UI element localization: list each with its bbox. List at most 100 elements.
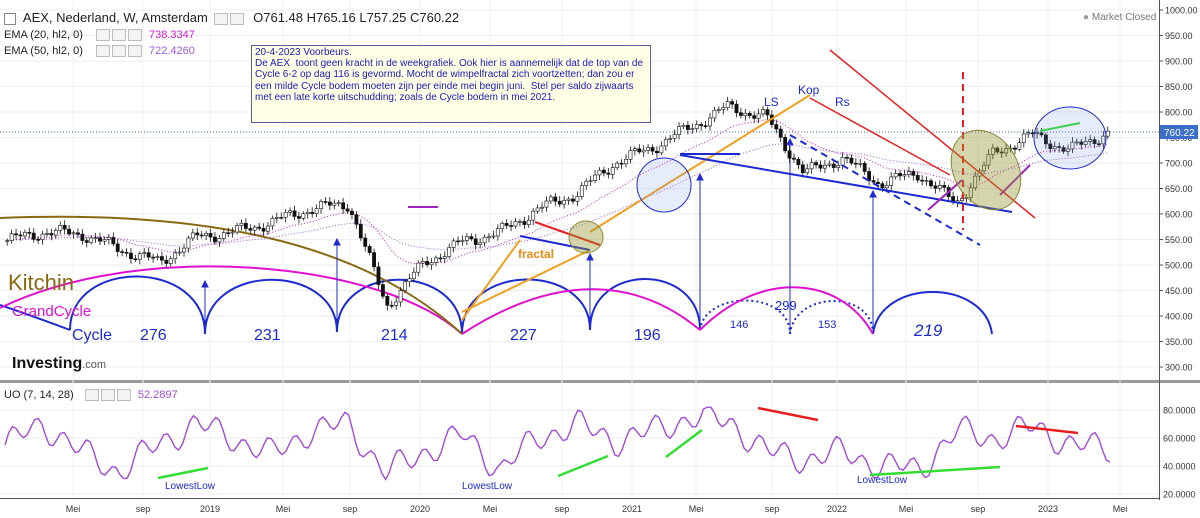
collapse-icon[interactable] <box>4 12 16 25</box>
red-channel-upper <box>829 49 1036 219</box>
candle-body <box>155 256 160 258</box>
candle-body <box>438 257 443 260</box>
candle-body <box>805 168 810 174</box>
candle-body <box>743 112 748 116</box>
candle-body <box>447 247 452 257</box>
candle-body <box>526 219 531 225</box>
candle-body <box>853 162 858 165</box>
candle-body <box>747 112 752 116</box>
candle-body <box>495 228 500 237</box>
candle-body <box>36 239 41 241</box>
candle-body <box>681 124 686 127</box>
candle-body <box>822 164 827 169</box>
time-axis: Mei sep 2019 Mei sep 2020 Mei sep 2021 Mei sep 2022… <box>66 504 1128 514</box>
uo-panel[interactable] <box>0 384 1159 498</box>
candle-body <box>509 225 514 227</box>
candle-body <box>1026 132 1031 135</box>
candle-body <box>531 210 536 221</box>
candle-body <box>319 201 323 210</box>
grandcycle-arc <box>0 265 463 335</box>
candle-body <box>261 228 266 232</box>
arrow-head <box>333 237 341 246</box>
settings-icon[interactable] <box>213 12 228 25</box>
candle-body <box>354 214 359 225</box>
settings-icon[interactable] <box>111 45 126 58</box>
close-icon[interactable] <box>127 29 142 42</box>
candle-body <box>646 147 651 151</box>
ema20-legend[interactable]: EMA (20, hl2, 0) 738.3347 <box>4 29 195 42</box>
red-channel-lower <box>809 97 951 176</box>
time-tick-label: sep <box>555 504 570 514</box>
cycle-bottom-arrows <box>201 137 877 332</box>
candle-body <box>49 233 54 236</box>
cycle-arc <box>204 278 338 335</box>
price-tick-label: 550.00 <box>1165 235 1193 245</box>
candle-body <box>363 237 368 247</box>
candle-body <box>1070 141 1075 150</box>
uo-green-line <box>157 466 209 480</box>
close-icon[interactable] <box>229 12 244 25</box>
note-text: 20-4-2023 Voorbeurs. De AEX toont geen k… <box>255 47 644 103</box>
market-status: ● Market Closed <box>1083 12 1156 23</box>
candle-body <box>173 252 178 260</box>
candle-body <box>924 180 929 182</box>
settings-icon[interactable] <box>100 389 115 402</box>
eye-icon[interactable] <box>95 45 110 58</box>
candle-body <box>67 228 72 235</box>
candle-body <box>619 162 624 165</box>
orange-trendline <box>589 94 811 233</box>
candle-body <box>111 237 116 245</box>
time-tick-label: sep <box>765 504 780 514</box>
candle-body <box>610 167 615 175</box>
candle-body <box>840 156 845 166</box>
time-tick-label: Mei <box>689 504 704 514</box>
candle-body <box>411 271 416 280</box>
candle-body <box>323 201 328 203</box>
purple-uptrend <box>999 164 1031 196</box>
time-tick-label: 2021 <box>622 504 642 514</box>
candle-body <box>217 238 222 243</box>
ema20-line <box>7 119 1108 264</box>
candle-body <box>434 257 438 263</box>
cycle-arc <box>336 278 463 335</box>
status-dot-icon: ● <box>1083 12 1090 23</box>
candle-body <box>699 124 704 126</box>
candle-body <box>62 225 67 230</box>
candle-body <box>372 252 376 268</box>
candle-body <box>416 262 421 273</box>
candle-body <box>990 147 995 155</box>
candle-body <box>327 201 332 206</box>
candle-body <box>1035 132 1039 135</box>
candle-body <box>380 284 385 297</box>
eye-icon[interactable] <box>95 29 110 42</box>
candle-body <box>960 198 964 201</box>
close-icon[interactable] <box>116 389 131 402</box>
settings-icon[interactable] <box>111 29 126 42</box>
cycle-count: 227 <box>510 327 537 344</box>
ema50-legend[interactable]: EMA (50, hl2, 0) 722.4260 <box>4 45 195 58</box>
candle-body <box>473 238 478 245</box>
candle-body <box>814 162 818 166</box>
uo-green-line <box>869 465 1001 477</box>
time-tick-label: 2022 <box>827 504 847 514</box>
candle-body <box>968 187 973 198</box>
candle-body <box>783 137 788 152</box>
candle-body <box>677 126 681 135</box>
uo-legend[interactable]: UO (7, 14, 28) 52.2897 <box>4 389 178 402</box>
candle-body <box>774 124 779 130</box>
candle-body <box>1057 146 1062 148</box>
eye-icon[interactable] <box>84 389 99 402</box>
close-icon[interactable] <box>127 45 142 58</box>
candle-body <box>721 107 726 110</box>
sub-cycle-arc <box>699 299 791 335</box>
candle-body <box>632 148 637 151</box>
grandcycle-label: GrandCycle <box>12 303 91 320</box>
candle-body <box>345 208 350 212</box>
arrow-head <box>696 172 704 181</box>
candle-body <box>252 226 257 231</box>
chart-title-row[interactable]: AEX, Nederland, W, Amsterdam O761.48 H76… <box>4 10 459 25</box>
candle-body <box>712 109 717 119</box>
grandcycle-arc <box>461 288 701 335</box>
uo-red-line <box>757 406 819 422</box>
candle-body <box>71 232 76 235</box>
